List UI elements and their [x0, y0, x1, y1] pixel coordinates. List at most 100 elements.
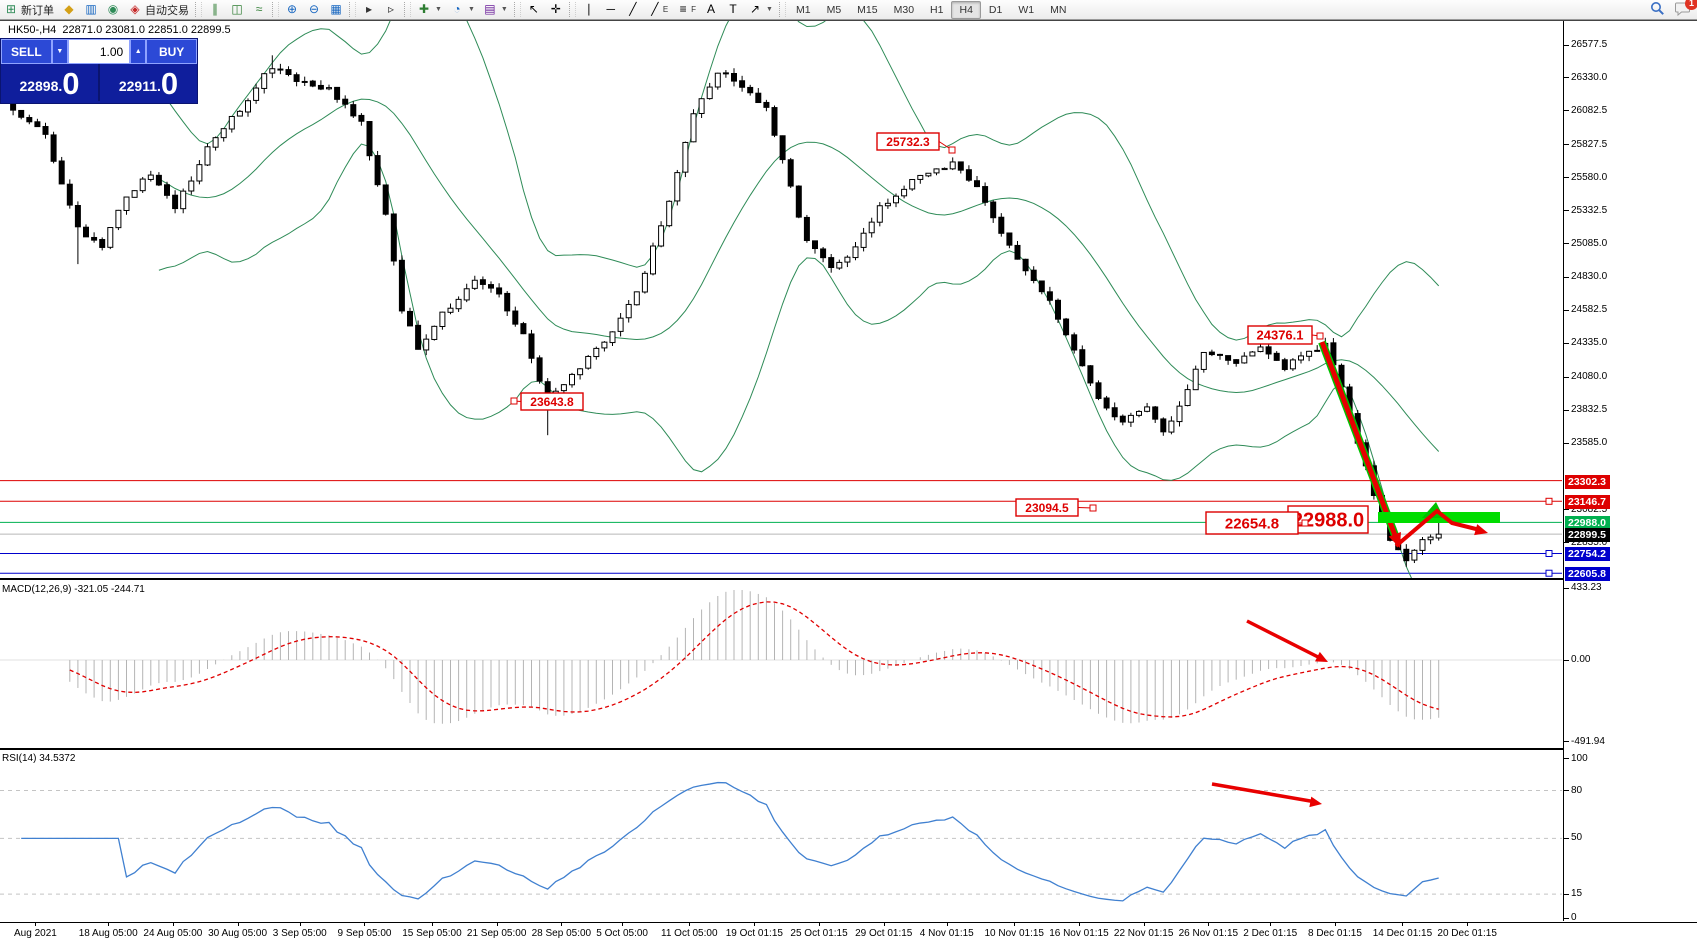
chevron-down-icon[interactable]: ▼ — [435, 6, 442, 13]
buy-price[interactable]: 22911. 0 — [118, 66, 179, 101]
pane-separator[interactable] — [0, 578, 1697, 580]
timeframe-h1-button[interactable]: H1 — [930, 3, 944, 16]
toolbar-group: ∥ ◫ ≈ — [204, 0, 270, 19]
sell-price[interactable]: 22898. 0 — [19, 66, 80, 101]
toolbar-separator — [195, 2, 202, 17]
pane-separator[interactable] — [0, 748, 1697, 750]
text-label-icon: T — [729, 2, 737, 16]
crosshair-button[interactable]: ✛ — [545, 1, 567, 18]
rsi-label: RSI(14) 34.5372 — [2, 753, 76, 764]
toolbar-group: ⊞ 新订单 ◆ ▥ ◉ ◈ 自动交易 — [0, 0, 193, 19]
timeframe-d1-button[interactable]: D1 — [988, 3, 1003, 16]
fibonacci-button[interactable]: ≡ F — [672, 1, 700, 18]
timeframe-m30-button[interactable]: M30 — [893, 3, 915, 16]
timeframe-h4-button[interactable]: H4 — [951, 0, 981, 19]
cursor-button[interactable]: ↖ — [523, 1, 545, 18]
channel-button[interactable]: ╱ E — [644, 1, 672, 18]
text-label-button[interactable]: T — [722, 1, 744, 18]
fibonacci-icon: ≡ — [679, 2, 687, 16]
auto-scroll-button[interactable]: ▸ — [358, 1, 380, 18]
templates-button[interactable]: ▤ ▼ — [479, 1, 512, 18]
symbol-period-label: HK50-,H4 — [8, 24, 57, 36]
chevron-down-icon[interactable]: ▼ — [766, 6, 773, 13]
channel-sub-label: E — [662, 5, 669, 14]
rsi-scale-tick: 0 — [1564, 912, 1577, 923]
zoom-out-button[interactable]: ⊖ — [303, 1, 325, 18]
time-label: 22 Nov 01:15 — [1113, 922, 1174, 939]
price-axis[interactable]: 26577.5 26330.0 26082.5 25827.5 25580.0 25332… — [1563, 21, 1697, 923]
time-label: 29 Oct 01:15 — [855, 922, 913, 939]
volume-increase-button[interactable]: ▲ — [130, 39, 147, 64]
price-tick: 22835.0 — [1563, 536, 1608, 548]
toolbar-separator — [349, 2, 356, 17]
sell-button[interactable]: SELL — [1, 39, 52, 64]
chart-title: HK50-,H4 22871.0 23081.0 22851.0 22899.5 — [8, 24, 231, 36]
time-label: 3 Sep 05:00 — [272, 922, 327, 939]
timeframe-bar: M1 M5 M15 M30 H1 H4 D1 W1 MN — [788, 0, 1074, 19]
macd-scale-tick: 433.23 — [1564, 582, 1602, 593]
timeframe-w1-button[interactable]: W1 — [1018, 3, 1035, 16]
new-order-label: 新订单 — [21, 4, 54, 17]
toolbar-separator — [404, 2, 411, 17]
time-label: 18 Aug 05:00 — [78, 922, 138, 939]
trendline-button[interactable]: ╱ — [622, 1, 644, 18]
auto-trading-button[interactable]: ◈ 自动交易 — [124, 1, 193, 18]
volume-decrease-button[interactable]: ▼ — [51, 39, 68, 64]
buy-button[interactable]: BUY — [146, 39, 197, 64]
history-center-button[interactable]: ◆ — [58, 1, 80, 18]
zoom-out-icon: ⊖ — [308, 2, 320, 16]
price-tick: 24582.5 — [1563, 304, 1608, 316]
arrows-button[interactable]: ↗ ▼ — [744, 1, 777, 18]
bar-chart-mode-button[interactable]: ∥ — [204, 1, 226, 18]
rsi-indicator-pane[interactable] — [0, 750, 1563, 921]
chart-shift-button[interactable]: ▹ — [380, 1, 402, 18]
notifications-icon[interactable]: 1 — [1675, 0, 1697, 19]
volume-input[interactable]: 1.00 — [67, 39, 131, 64]
line-chart-mode-button[interactable]: ≈ — [248, 1, 270, 18]
price-tag-22605.8: 22605.8 — [1565, 567, 1610, 582]
clock-icon: ◔ — [453, 2, 461, 16]
price-tick: 26082.5 — [1563, 104, 1608, 116]
signals-button[interactable]: ◉ — [102, 1, 124, 18]
search-icon[interactable] — [1650, 1, 1665, 19]
vertical-line-icon: ∣ — [585, 2, 592, 16]
timeframe-m5-button[interactable]: M5 — [826, 3, 842, 16]
time-label: Aug 2021 — [14, 922, 57, 939]
indicators-button[interactable]: ✚ ▼ — [413, 1, 446, 18]
toolbar-group: ▸ ▹ — [358, 0, 402, 19]
vertical-line-button[interactable]: ∣ — [578, 1, 600, 18]
price-tag-22899.5: 22899.5 — [1565, 528, 1610, 543]
bar-chart-icon: ∥ — [212, 2, 218, 16]
timeframe-mn-button[interactable]: MN — [1050, 3, 1067, 16]
toolbar-group: ∣ ─ ╱ ╱ E ≡ F A T ↗ ▼ — [578, 0, 777, 19]
candle-chart-mode-button[interactable]: ◫ — [226, 1, 248, 18]
channel-icon: ╱ — [651, 2, 659, 16]
timeframe-m1-button[interactable]: M1 — [795, 3, 811, 16]
periods-button[interactable]: ◔ ▼ — [446, 1, 479, 18]
timeframe-m15-button[interactable]: M15 — [857, 3, 878, 16]
time-label: 11 Oct 05:00 — [661, 922, 718, 939]
price-callout-22988.0: 22988.0 — [1292, 510, 1364, 532]
chart-shift-icon: ▹ — [387, 2, 395, 16]
new-order-button[interactable]: ⊞ 新订单 — [0, 1, 58, 18]
chevron-down-icon[interactable]: ▼ — [500, 6, 508, 13]
horizontal-line-button[interactable]: ─ — [600, 1, 622, 18]
toolbar-group: ⊕ ⊖ ▦ — [281, 0, 347, 19]
text-button[interactable]: A — [700, 1, 722, 18]
auto-trading-label: 自动交易 — [145, 4, 189, 17]
zoom-in-button[interactable]: ⊕ — [281, 1, 303, 18]
tile-windows-button[interactable]: ▦ — [325, 1, 347, 18]
time-label: 14 Dec 01:15 — [1372, 922, 1433, 939]
time-axis[interactable]: Aug 2021 18 Aug 05:00 24 Aug 05:00 30 Aug 0… — [0, 922, 1697, 942]
macd-indicator-pane[interactable] — [0, 581, 1563, 748]
price-tick: 24335.0 — [1563, 337, 1608, 349]
ohlc-values: 22871.0 23081.0 22851.0 22899.5 — [62, 24, 231, 36]
chevron-down-icon[interactable]: ▼ — [467, 6, 475, 13]
profiles-button[interactable]: ▥ — [80, 1, 102, 18]
main-price-chart[interactable]: 25732.3 24376.1 23643.8 23094.5 22988.0 22654… — [0, 21, 1563, 578]
rsi-scale-tick: 80 — [1563, 784, 1583, 796]
candles-layer — [2, 55, 1442, 567]
time-label: 4 Nov 01:15 — [919, 922, 974, 939]
rsi-scale-tick: 50 — [1563, 832, 1583, 844]
